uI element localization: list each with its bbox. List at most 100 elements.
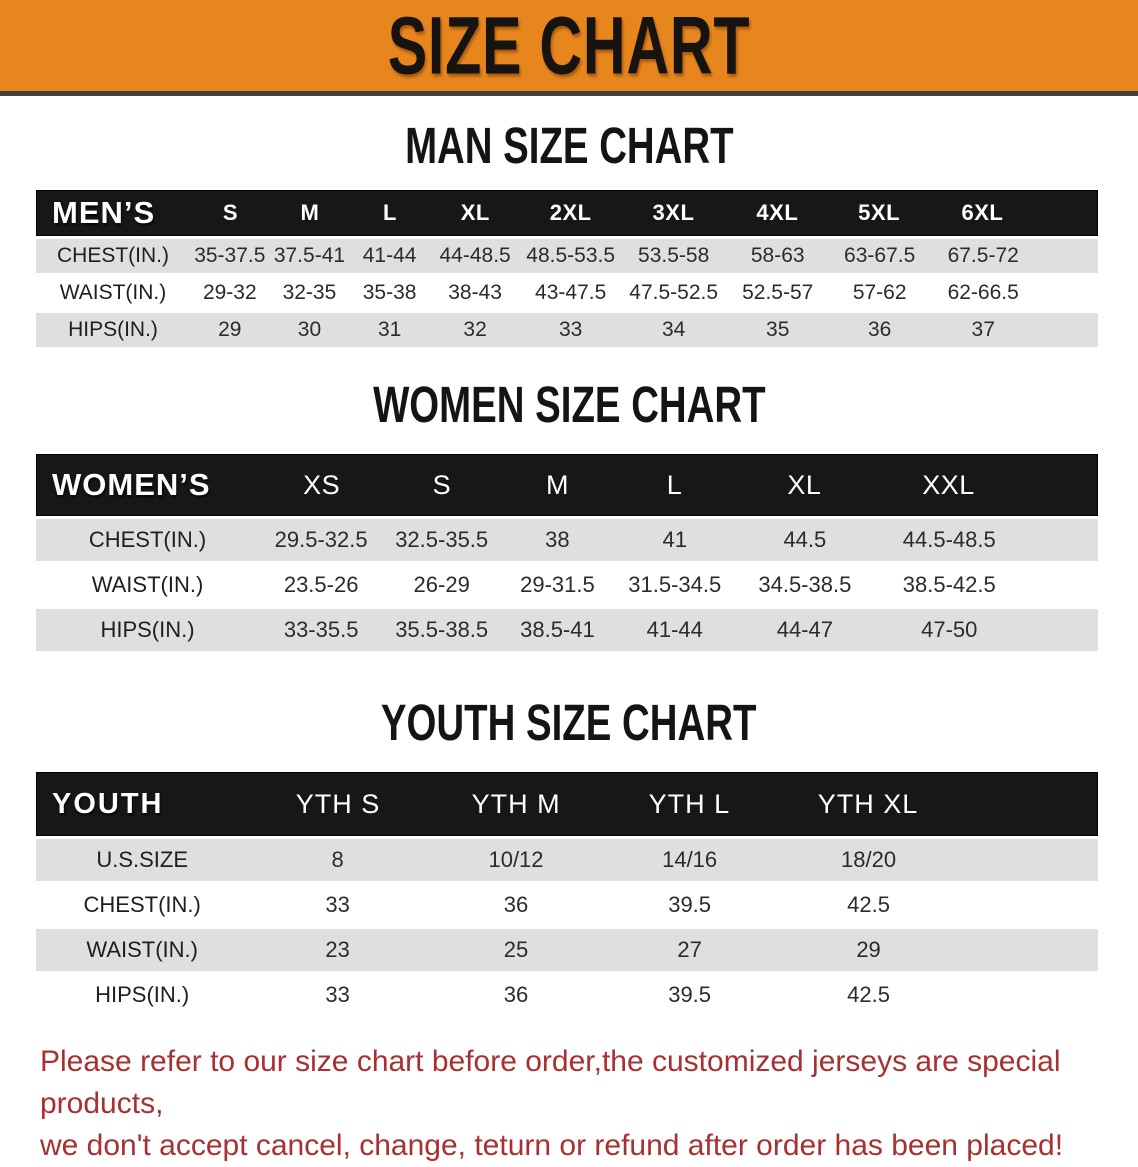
cell: 39.5 bbox=[668, 892, 712, 917]
cell: 31 bbox=[377, 318, 402, 341]
cell: 58-63 bbox=[750, 244, 805, 267]
youth-size-header: YTH XL bbox=[817, 788, 919, 819]
top-banner: SIZE CHART bbox=[0, 0, 1138, 96]
cell: 43-47.5 bbox=[535, 281, 607, 304]
youth-table-title: YOUTH bbox=[52, 787, 164, 820]
men-size-header: L bbox=[382, 200, 397, 225]
youth-size-header: YTH L bbox=[648, 788, 731, 819]
cell: 36 bbox=[867, 318, 892, 341]
cell: 27 bbox=[677, 937, 702, 962]
women-section-heading: WOMEN SIZE CHART bbox=[0, 380, 1138, 431]
cell: 48.5-53.5 bbox=[526, 244, 616, 267]
men-size-header: 5XL bbox=[858, 200, 901, 225]
cell: 33 bbox=[558, 318, 583, 341]
cell: 36 bbox=[503, 982, 529, 1007]
cell: 35-37.5 bbox=[194, 244, 266, 267]
cell: 52.5-57 bbox=[742, 281, 814, 304]
cell: 31.5-34.5 bbox=[628, 572, 722, 597]
men-size-header: 4XL bbox=[756, 200, 799, 225]
cell: 29 bbox=[218, 318, 242, 341]
cell: 34 bbox=[661, 318, 686, 341]
cell: 38 bbox=[545, 527, 570, 552]
row-label: CHEST(IN.) bbox=[88, 527, 207, 552]
women-size-header: M bbox=[545, 469, 569, 500]
cell: 23 bbox=[325, 937, 350, 962]
cell: 32-35 bbox=[282, 281, 337, 304]
cell: 32.5-35.5 bbox=[395, 527, 489, 552]
disclaimer-note: Please refer to our size chart before or… bbox=[0, 1041, 1138, 1167]
cell: 38.5-41 bbox=[520, 617, 595, 642]
cell: 18/20 bbox=[841, 847, 897, 872]
page-title: SIZE CHART bbox=[387, 0, 751, 91]
cell: 47.5-52.5 bbox=[629, 281, 719, 304]
men-table-title: MEN’S bbox=[52, 195, 156, 230]
youth-size-header: YTH M bbox=[471, 788, 561, 819]
men-size-header: XL bbox=[460, 200, 490, 225]
women-size-header: S bbox=[432, 469, 452, 500]
cell: 44-47 bbox=[776, 617, 833, 642]
cell: 25 bbox=[503, 937, 529, 962]
cell: 33 bbox=[325, 892, 350, 917]
cell: 29-32 bbox=[202, 281, 257, 304]
youth-size-table: YOUTH YTH S YTH M YTH L YTH XL U.S.SIZE … bbox=[36, 772, 1098, 1016]
women-chest-row: CHEST(IN.) 29.5-32.5 32.5-35.5 38 41 44.… bbox=[36, 519, 1098, 561]
cell: 35-38 bbox=[362, 281, 417, 304]
men-size-header: 3XL bbox=[652, 200, 695, 225]
youth-waist-row: WAIST(IN.) 23 25 27 29 bbox=[36, 929, 1098, 971]
youth-section-heading: YOUTH SIZE CHART bbox=[0, 695, 1138, 752]
cell: 53.5-58 bbox=[638, 244, 710, 267]
men-table-header-row: MEN’S S M L XL 2XL 3XL 4XL 5XL 6XL bbox=[36, 190, 1098, 236]
cell: 67.5-72 bbox=[947, 244, 1019, 267]
row-label: WAIST(IN.) bbox=[91, 572, 204, 597]
row-label: WAIST(IN.) bbox=[59, 281, 167, 304]
women-table-header-row: WOMEN’S XS S M L XL XXL bbox=[36, 454, 1098, 516]
cell: 38-43 bbox=[448, 281, 502, 304]
cell: 44-48.5 bbox=[439, 244, 511, 267]
cell: 35 bbox=[766, 318, 790, 341]
cell: 14/16 bbox=[662, 847, 718, 872]
disclaimer-line-1: Please refer to our size chart before or… bbox=[40, 1045, 1061, 1120]
cell: 42.5 bbox=[847, 892, 890, 917]
cell: 33-35.5 bbox=[283, 617, 359, 642]
cell: 37.5-41 bbox=[273, 244, 346, 267]
cell: 33 bbox=[325, 982, 350, 1007]
youth-size-header: YTH S bbox=[295, 788, 381, 819]
row-label: CHEST(IN.) bbox=[83, 892, 201, 917]
cell: 34.5-38.5 bbox=[758, 572, 852, 597]
women-size-table: WOMEN’S XS S M L XL XXL CHEST(IN.) 29.5-… bbox=[36, 454, 1098, 651]
cell: 8 bbox=[331, 847, 344, 872]
women-waist-row: WAIST(IN.) 23.5-26 26-29 29-31.5 31.5-34… bbox=[36, 564, 1098, 606]
youth-section-heading-text: YOUTH SIZE CHART bbox=[381, 695, 757, 752]
row-label: HIPS(IN.) bbox=[95, 982, 190, 1007]
women-size-header: XS bbox=[303, 469, 341, 500]
men-chest-row: CHEST(IN.) 35-37.5 37.5-41 41-44 44-48.5… bbox=[36, 239, 1098, 273]
women-size-header: XXL bbox=[922, 469, 975, 500]
men-section-heading-text: MAN SIZE CHART bbox=[404, 118, 734, 175]
cell: 42.5 bbox=[847, 982, 890, 1007]
men-waist-row: WAIST(IN.) 29-32 32-35 35-38 38-43 43-47… bbox=[36, 276, 1098, 310]
cell: 23.5-26 bbox=[283, 572, 359, 597]
cell: 26-29 bbox=[413, 572, 470, 597]
women-table-title: WOMEN’S bbox=[52, 467, 211, 502]
cell: 29-31.5 bbox=[520, 572, 595, 597]
youth-table-header-row: YOUTH YTH S YTH M YTH L YTH XL bbox=[36, 772, 1098, 836]
cell: 41 bbox=[662, 527, 687, 552]
cell: 36 bbox=[503, 892, 529, 917]
cell: 63-67.5 bbox=[844, 244, 916, 267]
women-size-header: L bbox=[666, 469, 683, 500]
men-size-header: 2XL bbox=[549, 200, 592, 225]
women-hips-row: HIPS(IN.) 33-35.5 35.5-38.5 38.5-41 41-4… bbox=[36, 609, 1098, 651]
cell: 10/12 bbox=[488, 847, 544, 872]
cell: 39.5 bbox=[668, 982, 712, 1007]
cell: 35.5-38.5 bbox=[395, 617, 489, 642]
cell: 44.5-48.5 bbox=[902, 527, 996, 552]
row-label: U.S.SIZE bbox=[96, 847, 189, 872]
men-size-header: M bbox=[300, 200, 320, 225]
cell: 32 bbox=[463, 318, 487, 341]
cell: 41-44 bbox=[362, 244, 417, 267]
cell: 57-62 bbox=[852, 281, 907, 304]
cell: 47-50 bbox=[921, 617, 978, 642]
disclaimer-line-2: we don't accept cancel, change, teturn o… bbox=[40, 1129, 1064, 1162]
women-size-header: XL bbox=[787, 469, 822, 500]
